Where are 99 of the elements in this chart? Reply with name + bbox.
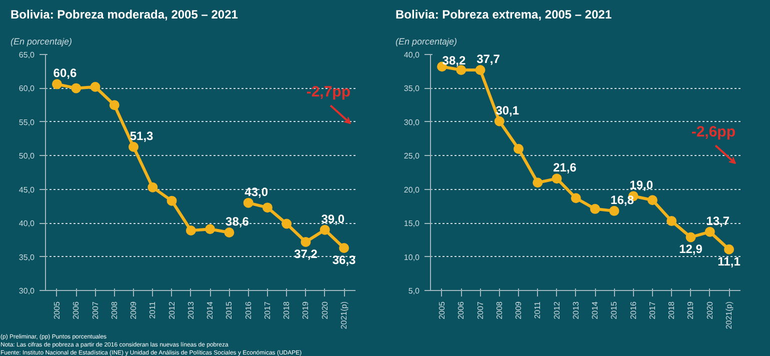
data-label: 37,7	[476, 52, 500, 66]
y-tick-label: 30,0	[404, 118, 420, 127]
chart-subtitle: (En porcentaje)	[10, 36, 72, 46]
x-tick-label: 2019	[686, 300, 696, 320]
y-tick-label: 20,0	[404, 185, 420, 194]
y-tick-label: 50,0	[18, 152, 36, 161]
x-tick-label: 2005	[437, 300, 446, 320]
point	[300, 236, 311, 247]
x-tick-label: 2017	[648, 300, 657, 320]
y-tick-label: 10,0	[404, 252, 420, 262]
x-tick-label: 2007	[476, 300, 485, 320]
point	[570, 193, 581, 204]
data-label: 39,0	[321, 212, 345, 226]
point	[532, 178, 543, 188]
chart-title: Bolivia: Pobreza moderada, 2005 – 2021	[10, 8, 238, 22]
x-tick-label: 2021(p)	[340, 301, 349, 330]
chart-subtitle: (En porcentaje)	[396, 36, 458, 46]
data-label: 60,6	[53, 66, 77, 80]
point	[514, 144, 524, 154]
data-label: 21,6	[553, 160, 577, 175]
annotation: -2,7pp	[306, 84, 351, 100]
x-tick-label: 2013	[186, 300, 196, 320]
data-label: 30,1	[496, 103, 520, 118]
y-tick-label: 60,0	[18, 84, 36, 94]
x-tick-label: 2018	[667, 300, 676, 320]
x-tick-label: 2015	[610, 300, 619, 320]
x-tick-label: 2007	[90, 300, 100, 320]
x-tick-label: 2005	[52, 300, 62, 320]
point	[704, 226, 715, 237]
x-tick-label: 2009	[514, 300, 524, 320]
data-label: 11,1	[718, 254, 741, 268]
annotation: -2,6pp	[691, 124, 736, 140]
y-tick-label: 35,0	[404, 84, 420, 94]
x-tick-label: 2011	[148, 300, 158, 319]
point	[686, 232, 696, 242]
x-tick-label: 2016	[244, 300, 253, 320]
data-label: 36,3	[332, 253, 356, 268]
point	[339, 243, 350, 254]
data-label: 43,0	[244, 184, 268, 199]
point	[243, 198, 254, 208]
data-label: 38,6	[226, 214, 250, 229]
x-tick-label: 2012	[167, 300, 176, 320]
point	[205, 224, 216, 234]
x-tick-label: 2012	[552, 300, 562, 320]
point	[609, 206, 620, 216]
x-tick-label: 2006	[72, 300, 81, 320]
point	[71, 83, 82, 94]
y-tick-label: 5,0	[408, 286, 420, 296]
point	[552, 174, 562, 184]
point	[475, 65, 486, 75]
point	[90, 82, 100, 92]
y-tick-label: 65,0	[18, 50, 36, 60]
x-tick-label: 2019	[301, 300, 310, 320]
point	[128, 142, 139, 152]
y-tick-label: 40,0	[404, 50, 420, 60]
point	[186, 225, 196, 236]
data-label: 37,2	[294, 246, 318, 261]
data-label: 13,7	[706, 214, 730, 228]
y-tick-label: 35,0	[18, 252, 36, 262]
x-tick-label: 2020	[320, 300, 330, 320]
x-tick-label: 2008	[110, 300, 119, 320]
point	[724, 244, 734, 254]
data-label: 16,8	[610, 192, 634, 207]
point	[647, 195, 658, 206]
y-tick-label: 30,0	[18, 286, 36, 296]
x-tick-label: 2016	[628, 300, 638, 320]
data-label: 19,0	[630, 178, 654, 192]
point	[666, 216, 677, 226]
y-tick-label: 45,0	[18, 185, 36, 194]
y-tick-label: 55,0	[18, 118, 36, 127]
point	[52, 79, 62, 90]
point	[224, 228, 234, 238]
x-tick-label: 2020	[705, 300, 714, 320]
point	[282, 218, 292, 229]
point	[494, 116, 504, 126]
x-tick-label: 2021(p)	[724, 301, 734, 330]
x-tick-label: 2011	[533, 300, 542, 319]
x-tick-label: 2018	[282, 300, 292, 320]
x-tick-label: 2017	[262, 300, 272, 320]
y-tick-label: 15,0	[404, 219, 420, 228]
point	[166, 196, 177, 206]
x-tick-label: 2015	[224, 300, 234, 320]
x-tick-label: 2014	[590, 300, 600, 320]
point	[262, 202, 272, 213]
x-tick-label: 2008	[494, 300, 504, 320]
x-tick-label: 2009	[129, 300, 138, 320]
y-tick-label: 40,0	[18, 219, 36, 228]
point	[320, 224, 330, 235]
x-tick-label: 2014	[206, 300, 215, 320]
chart-title: Bolivia: Pobreza extrema, 2005 – 2021	[396, 8, 612, 22]
y-tick-label: 25,0	[404, 152, 420, 161]
x-tick-label: 2006	[456, 300, 466, 320]
point	[109, 100, 120, 110]
data-label: 12,9	[679, 242, 703, 256]
data-label: 51,3	[130, 128, 154, 143]
point	[148, 182, 158, 192]
x-tick-label: 2013	[571, 300, 580, 320]
point	[590, 204, 600, 214]
data-label: 38,2	[442, 54, 466, 68]
